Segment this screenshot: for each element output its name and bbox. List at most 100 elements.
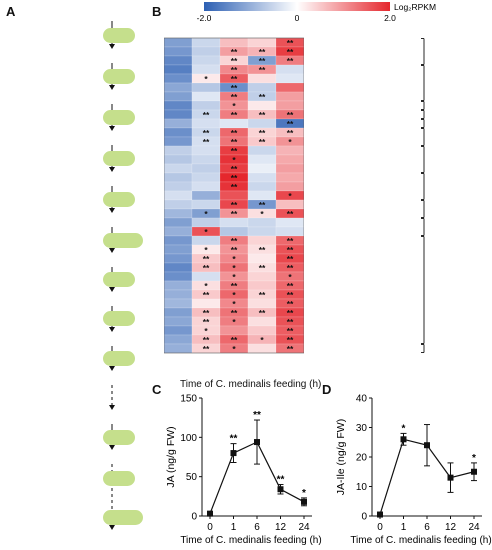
heatmap-cell [191, 64, 221, 75]
heatmap-cell [164, 334, 193, 345]
colorbar-min-label: -2.0 [197, 13, 212, 22]
significance-mark: ** [203, 344, 210, 354]
heatmap-cell [219, 37, 249, 48]
pathway-enzyme-pill [103, 510, 143, 525]
heatmap-grid: **** ** **** ** **** *** ****** ***** ** ** ******… [164, 37, 304, 354]
significance-mark: ** [231, 65, 238, 75]
heatmap-cell [164, 73, 193, 84]
significance-mark: * [232, 317, 236, 327]
significance-mark: ** [231, 281, 238, 291]
heatmap-x-ticks [164, 366, 304, 378]
significance-mark: ** [259, 92, 266, 102]
significance-mark: * [232, 344, 236, 354]
data-point [424, 442, 430, 449]
significance-mark: ** [231, 137, 238, 147]
heatmap-cell [164, 343, 193, 354]
pathway-enzyme-pill [103, 28, 135, 43]
heatmap-cell [247, 325, 277, 336]
y-tick-label: 0 [191, 512, 197, 523]
significance-mark: ** [287, 317, 294, 327]
y-tick-label: 30 [356, 423, 368, 434]
significance-mark: * [232, 254, 236, 264]
significance-mark: ** [287, 47, 294, 57]
data-point [254, 439, 260, 446]
significance-mark: ** [203, 263, 210, 273]
panel-letter-a: A [6, 4, 16, 19]
pathway-enzyme-pill [103, 430, 135, 445]
heatmap-cell [219, 325, 249, 336]
significance-mark: * [260, 335, 264, 345]
panel-letter-b: B [152, 4, 162, 19]
heatmap-cell [164, 190, 193, 201]
x-tick-label: 1 [401, 522, 407, 533]
significance-mark: ** [287, 110, 294, 120]
significance-mark: * [288, 137, 292, 147]
x-tick-label: 24 [468, 522, 480, 533]
significance-mark: * [232, 101, 236, 111]
significance-mark: ** [231, 173, 238, 183]
data-point [400, 436, 407, 443]
heatmap-cell [247, 226, 277, 237]
x-tick-label: 6 [424, 522, 430, 533]
pathway-enzyme-pill [103, 192, 135, 207]
chart-ja-ile: 0 10 20 30 40 JA-Ile (ng/g FW) 0 1 6 12 24 Time of … [335, 394, 492, 547]
pathway-enzyme-pill [103, 471, 135, 486]
heatmap-cell [247, 82, 277, 93]
x-axis-label: Time of C. medinalis feeding (h) [350, 535, 491, 546]
significance-mark: * [204, 281, 208, 291]
heatmap-cell [275, 172, 304, 183]
significance-mark: ** [287, 344, 294, 354]
y-axis-label: JA-Ile (ng/g FW) [335, 419, 347, 495]
y-tick-label: 20 [356, 453, 368, 464]
heatmap-cell [164, 208, 193, 219]
significance-label: ** [230, 434, 238, 445]
heatmap-cell [247, 163, 277, 174]
heatmap-cell [247, 73, 277, 84]
significance-mark: ** [259, 65, 266, 75]
significance-mark: ** [287, 299, 294, 309]
heatmap-cell [191, 46, 221, 57]
heatmap-cell [275, 64, 304, 75]
significance-mark: ** [259, 308, 266, 318]
significance-label: * [472, 453, 476, 464]
heatmap-cell [164, 244, 193, 255]
pathway-enzyme-pill [103, 110, 135, 125]
heatmap-cell [247, 253, 277, 264]
heatmap-cell [164, 154, 193, 165]
heatmap-cell [247, 343, 277, 354]
significance-label: ** [277, 475, 285, 486]
heatmap-cell [191, 298, 221, 309]
heatmap-cell [247, 217, 277, 228]
pathway-enzyme-pill [103, 272, 135, 287]
pathway-enzyme-pill [103, 233, 143, 248]
heatmap-cell [164, 100, 193, 111]
heatmap-cell [164, 136, 193, 147]
panel-letter-c: C [152, 382, 162, 397]
data-point [471, 468, 477, 475]
significance-mark: ** [287, 128, 294, 138]
heatmap-cell [275, 163, 304, 174]
heatmap-xlabel: Time of C. medinalis feeding (h) [180, 379, 322, 390]
heatmap-cell [164, 46, 193, 57]
x-tick-label: 24 [298, 522, 310, 533]
significance-mark: ** [287, 254, 294, 264]
significance-mark: * [288, 272, 292, 282]
significance-mark: ** [231, 182, 238, 192]
significance-mark: ** [231, 308, 238, 318]
significance-mark: ** [259, 47, 266, 57]
heatmap-cell [247, 37, 277, 48]
heatmap-cell [247, 100, 277, 111]
significance-mark: * [232, 290, 236, 300]
significance-mark: ** [231, 245, 238, 255]
significance-mark: ** [203, 128, 210, 138]
x-tick-label: 6 [254, 522, 260, 533]
heatmap-cell [191, 181, 221, 192]
significance-mark: ** [259, 56, 266, 66]
heatmap-cell [191, 172, 221, 183]
heatmap-cell [164, 253, 193, 264]
heatmap-cell [275, 100, 304, 111]
significance-mark: ** [259, 245, 266, 255]
x-tick-label: 1 [231, 522, 237, 533]
significance-mark: * [204, 245, 208, 255]
heatmap-cell [164, 181, 193, 192]
